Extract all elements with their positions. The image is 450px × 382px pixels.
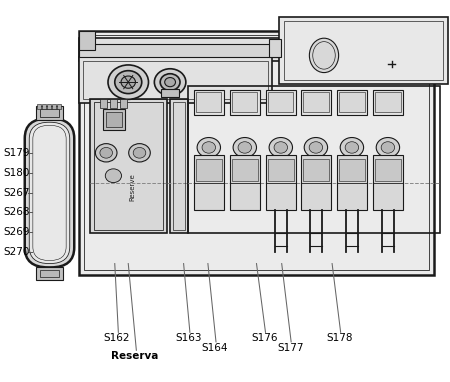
Text: S176: S176 bbox=[252, 333, 278, 343]
Bar bbox=[284, 21, 443, 80]
Bar bbox=[303, 92, 328, 112]
Text: S178: S178 bbox=[327, 333, 353, 343]
Circle shape bbox=[154, 69, 186, 96]
Circle shape bbox=[129, 144, 150, 162]
Bar bbox=[373, 155, 403, 210]
Bar bbox=[79, 57, 272, 103]
Text: S163: S163 bbox=[176, 333, 202, 343]
Bar bbox=[120, 99, 127, 108]
Bar bbox=[94, 102, 163, 230]
Circle shape bbox=[108, 65, 148, 99]
Bar bbox=[269, 39, 281, 57]
Bar bbox=[83, 61, 268, 99]
Bar bbox=[100, 99, 107, 108]
Bar bbox=[303, 159, 329, 181]
Circle shape bbox=[309, 142, 323, 153]
Bar bbox=[339, 92, 365, 112]
Bar bbox=[37, 104, 41, 109]
Circle shape bbox=[376, 138, 400, 157]
Bar bbox=[266, 155, 296, 210]
Circle shape bbox=[304, 138, 328, 157]
Circle shape bbox=[269, 138, 292, 157]
Ellipse shape bbox=[310, 38, 338, 73]
Text: S162: S162 bbox=[104, 333, 130, 343]
Bar bbox=[337, 90, 367, 115]
Circle shape bbox=[197, 138, 220, 157]
Text: S180: S180 bbox=[4, 168, 30, 178]
Bar bbox=[196, 159, 222, 181]
Circle shape bbox=[165, 78, 176, 87]
Circle shape bbox=[340, 138, 364, 157]
Text: S267: S267 bbox=[4, 188, 30, 197]
Bar bbox=[79, 31, 434, 275]
Circle shape bbox=[115, 71, 142, 94]
Text: S177: S177 bbox=[277, 343, 303, 353]
Bar bbox=[230, 90, 260, 115]
Bar bbox=[106, 112, 122, 127]
Bar bbox=[266, 90, 296, 115]
Bar bbox=[36, 106, 63, 120]
Bar bbox=[170, 99, 188, 233]
Text: S164: S164 bbox=[202, 343, 228, 353]
Circle shape bbox=[381, 142, 395, 153]
Text: S270: S270 bbox=[4, 247, 30, 257]
Bar bbox=[375, 159, 401, 181]
Circle shape bbox=[238, 142, 252, 153]
Bar bbox=[268, 92, 293, 112]
Bar bbox=[194, 90, 224, 115]
Bar bbox=[42, 104, 46, 109]
Bar bbox=[230, 155, 260, 210]
Circle shape bbox=[121, 76, 135, 88]
Bar bbox=[36, 267, 63, 280]
Bar bbox=[84, 35, 429, 270]
Bar bbox=[232, 159, 258, 181]
Bar bbox=[79, 44, 279, 57]
Bar bbox=[161, 89, 179, 97]
Bar bbox=[279, 17, 448, 84]
Bar bbox=[173, 102, 185, 230]
Bar bbox=[40, 109, 59, 117]
Circle shape bbox=[160, 74, 180, 91]
Circle shape bbox=[133, 147, 146, 158]
Text: S179: S179 bbox=[4, 148, 30, 158]
Bar bbox=[268, 159, 294, 181]
Text: Reserve: Reserve bbox=[129, 173, 135, 201]
Bar bbox=[110, 99, 117, 108]
Bar bbox=[79, 38, 369, 61]
Circle shape bbox=[202, 142, 216, 153]
Bar bbox=[40, 270, 59, 277]
Bar bbox=[196, 92, 221, 112]
Text: Reserva: Reserva bbox=[111, 351, 159, 361]
Bar bbox=[194, 155, 224, 210]
Circle shape bbox=[105, 169, 122, 183]
Bar bbox=[301, 90, 331, 115]
Text: S269: S269 bbox=[4, 227, 30, 237]
Text: S268: S268 bbox=[4, 207, 30, 217]
Circle shape bbox=[233, 138, 256, 157]
Bar bbox=[375, 92, 401, 112]
Circle shape bbox=[345, 142, 359, 153]
Bar bbox=[57, 104, 61, 109]
Bar bbox=[90, 99, 166, 233]
FancyBboxPatch shape bbox=[25, 118, 74, 267]
Bar bbox=[188, 86, 440, 233]
Bar bbox=[79, 31, 94, 50]
Bar bbox=[373, 90, 403, 115]
FancyBboxPatch shape bbox=[29, 122, 70, 264]
Circle shape bbox=[100, 147, 112, 158]
Bar bbox=[47, 104, 51, 109]
Bar bbox=[337, 155, 367, 210]
Circle shape bbox=[274, 142, 288, 153]
Bar bbox=[301, 155, 331, 210]
Bar bbox=[52, 104, 56, 109]
Circle shape bbox=[95, 144, 117, 162]
Bar bbox=[103, 109, 125, 130]
Bar bbox=[339, 159, 365, 181]
Bar bbox=[232, 92, 257, 112]
